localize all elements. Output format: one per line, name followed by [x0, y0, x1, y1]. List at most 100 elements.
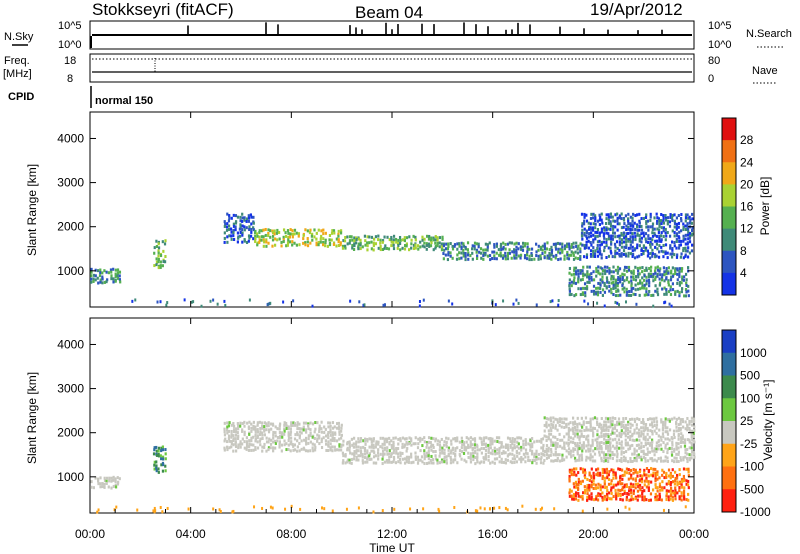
power-echo: [328, 233, 332, 237]
velocity-echo: [600, 440, 603, 444]
power-echo: [673, 234, 676, 238]
power-echo: [559, 242, 562, 246]
power-echo: [669, 213, 672, 217]
power-echo: [640, 217, 643, 221]
velocity-echo: [619, 476, 622, 480]
velocity-echo: [385, 449, 389, 453]
power-echo: [322, 228, 325, 232]
velocity-echo: [691, 438, 694, 442]
velocity-echo: [467, 451, 470, 455]
power-echo: [561, 242, 564, 246]
velocity-echo: [569, 449, 573, 453]
power-echo: [515, 256, 518, 260]
velocity-echo: [302, 428, 305, 432]
power-echo: [594, 249, 597, 253]
power-echo: [688, 231, 692, 235]
power-echo: [615, 289, 618, 293]
velocity-echo: [280, 443, 284, 447]
power-echo: [99, 278, 102, 282]
power-echo: [614, 278, 618, 282]
velocity-echo: [573, 473, 576, 477]
velocity-echo: [103, 482, 106, 486]
velocity-echo: [237, 434, 240, 438]
power-near-echo: [292, 299, 295, 303]
power-echo: [627, 246, 630, 250]
velocity-echo: [517, 442, 520, 446]
velocity-echo: [417, 442, 420, 446]
velocity-echo: [644, 425, 647, 429]
power-near-echo: [618, 303, 621, 307]
velocity-echo: [489, 436, 492, 440]
power-echo: [624, 240, 628, 244]
power-echo: [688, 236, 691, 240]
velocity-echo: [522, 443, 525, 447]
power-echo: [282, 238, 285, 242]
velocity-echo: [374, 461, 378, 465]
velocity-echo: [307, 434, 310, 438]
velocity-echo: [329, 442, 332, 446]
power-echo: [526, 242, 529, 246]
velocity-echo: [507, 446, 510, 450]
power-echo: [446, 247, 450, 251]
velocity-echo: [159, 454, 162, 458]
velocity-echo: [657, 440, 660, 444]
power-echo: [106, 278, 109, 282]
power-echo: [495, 244, 499, 248]
velocity-echo: [687, 479, 690, 483]
velocity-echo: [368, 452, 372, 456]
power-echo: [677, 221, 681, 225]
power-echo: [291, 229, 294, 233]
velocity-echo: [164, 448, 167, 452]
velocity-echo: [680, 485, 684, 489]
velocity-echo: [591, 417, 594, 421]
power-echo: [592, 278, 596, 282]
velocity-echo: [250, 426, 253, 430]
power-echo: [669, 244, 672, 248]
power-echo: [678, 239, 681, 243]
power-echo: [471, 257, 474, 261]
power-echo: [265, 244, 268, 248]
velocity-echo: [382, 452, 385, 456]
power-echo: [554, 245, 557, 249]
velocity-near-echo: [96, 510, 99, 514]
x-tick-label: 12:00: [377, 527, 407, 541]
power-echo: [645, 268, 648, 272]
velocity-echo: [680, 498, 683, 502]
velocity-echo: [447, 452, 450, 456]
power-echo: [607, 221, 611, 225]
power-echo: [425, 243, 429, 247]
power-echo: [248, 225, 251, 229]
power-near-echo: [382, 303, 385, 307]
power-echo: [680, 267, 684, 271]
velocity-echo: [434, 437, 438, 441]
power-echo: [638, 212, 641, 216]
power-echo: [634, 238, 637, 242]
velocity-echo: [442, 443, 446, 447]
velocity-echo: [662, 441, 665, 445]
velocity-echo: [559, 444, 562, 448]
power-echo: [679, 255, 683, 259]
velocity-echo: [617, 488, 620, 492]
velocity-echo: [590, 467, 593, 471]
velocity-echo: [507, 448, 510, 452]
velocity-echo: [386, 452, 389, 456]
velocity-echo: [613, 426, 617, 430]
velocity-echo: [227, 434, 231, 438]
power-echo: [348, 239, 352, 243]
power-echo: [250, 215, 253, 219]
power-echo: [656, 216, 659, 220]
velocity-echo: [406, 446, 409, 450]
power-echo: [157, 266, 160, 270]
power-echo: [643, 293, 646, 297]
power-echo: [506, 242, 510, 246]
power-echo: [633, 248, 636, 252]
velocity-echo: [545, 453, 549, 457]
power-echo: [568, 284, 571, 288]
velocity-echo: [364, 437, 367, 441]
velocity-echo: [618, 441, 621, 445]
velocity-echo: [616, 455, 619, 459]
velocity-echo: [252, 435, 255, 439]
power-echo: [638, 254, 641, 258]
power-echo: [446, 258, 450, 262]
power-echo: [684, 233, 687, 237]
